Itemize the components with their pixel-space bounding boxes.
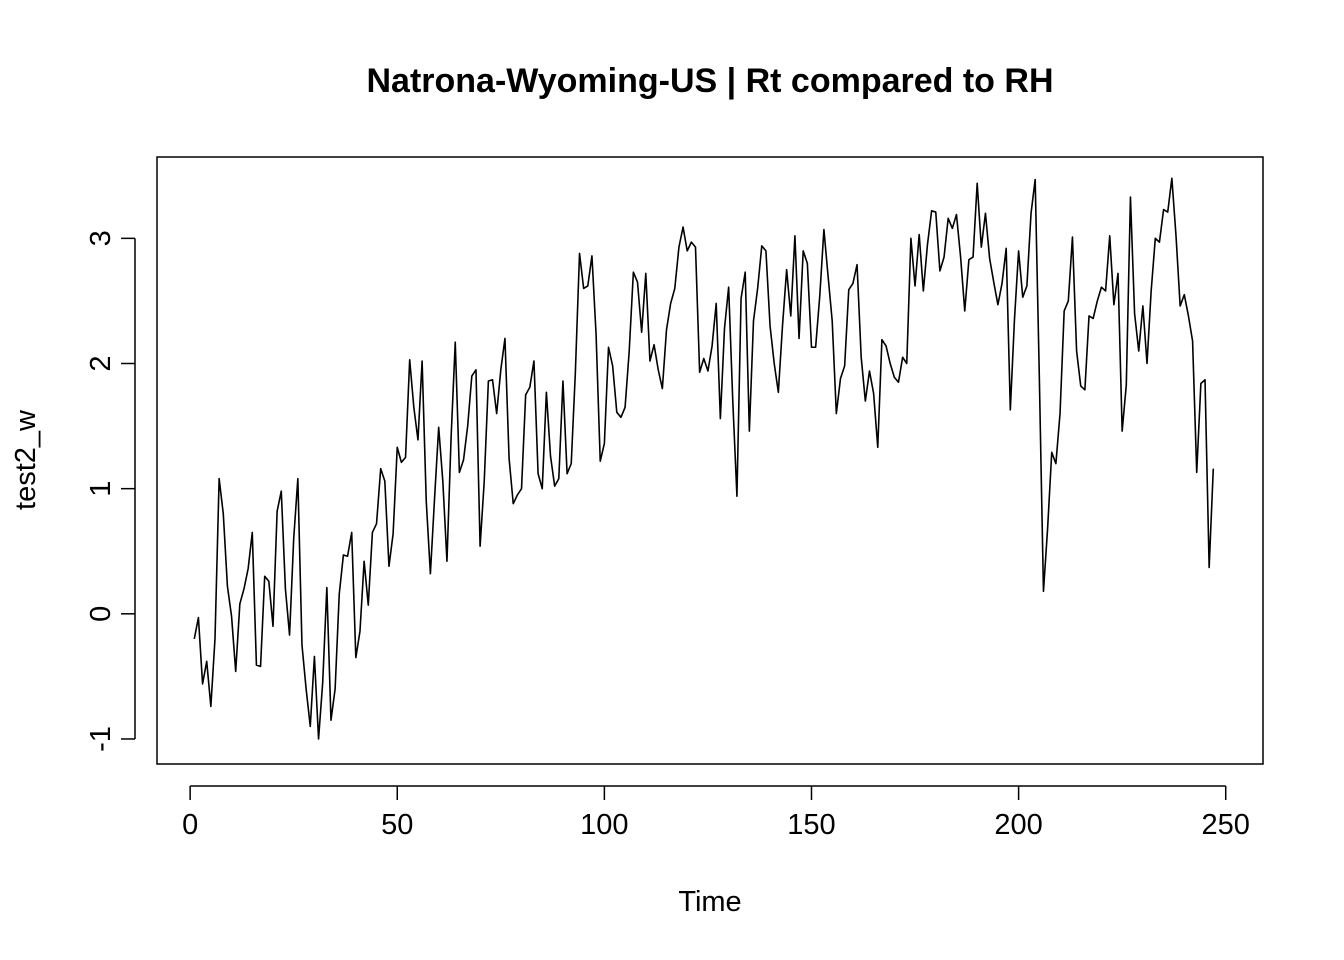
x-axis-label: Time (678, 886, 741, 918)
x-tick-label: 200 (994, 809, 1042, 841)
y-tick-label: 1 (85, 481, 117, 497)
x-tick-label: 250 (1202, 809, 1250, 841)
plot-frame (156, 156, 1264, 765)
series-line (193, 177, 1215, 740)
y-axis-label: test2_w (10, 409, 42, 510)
y-axis: -1 0 1 2 3 (85, 230, 136, 752)
x-axis: 0 50 100 150 200 250 (182, 785, 1250, 841)
chart-title: Natrona-Wyoming-US | Rt compared to RH (366, 62, 1053, 100)
series-group (193, 177, 1215, 740)
x-tick-label: 150 (787, 809, 835, 841)
x-tick-label: 0 (182, 809, 198, 841)
y-tick-label: 0 (85, 606, 117, 622)
y-tick-label: 3 (85, 230, 117, 246)
y-tick-label: -1 (85, 726, 117, 752)
y-tick-label: 2 (85, 355, 117, 371)
x-tick-label: 100 (580, 809, 628, 841)
x-tick-label: 50 (381, 809, 413, 841)
